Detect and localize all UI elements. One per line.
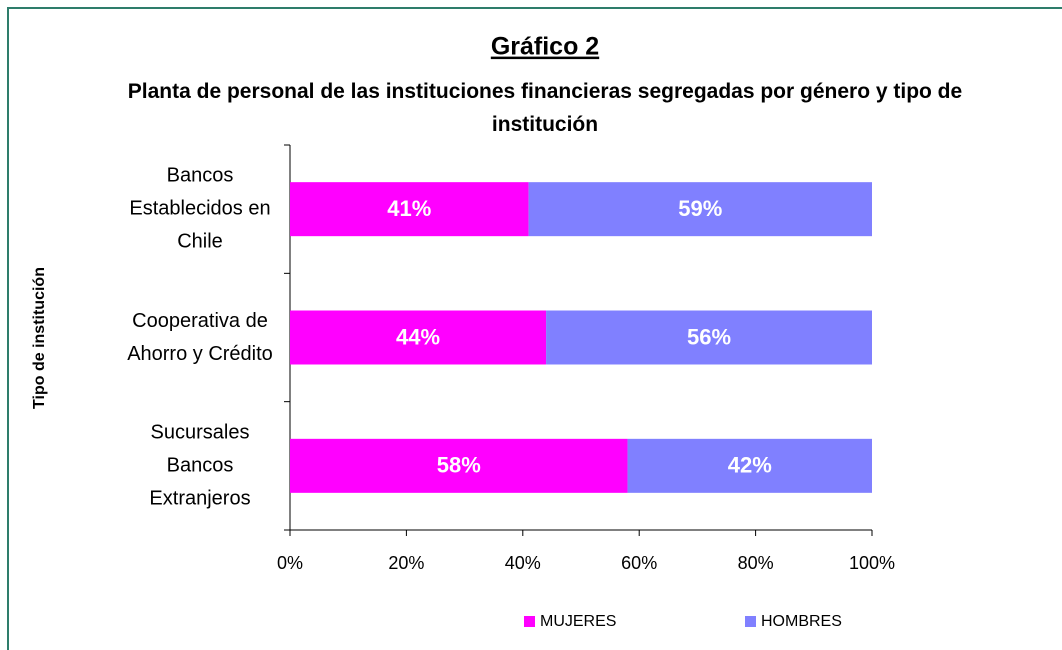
x-tick-label: 20% xyxy=(388,553,424,573)
bar-segment xyxy=(528,182,872,237)
x-tick-label: 60% xyxy=(621,553,657,573)
data-label: 56% xyxy=(687,324,731,349)
x-tick-label: 100% xyxy=(849,553,895,573)
chart-subtitle: Planta de personal de las instituciones … xyxy=(127,80,963,136)
data-label: 58% xyxy=(437,453,481,478)
bar-segment xyxy=(290,182,529,237)
chart-title: Gráfico 2 xyxy=(491,33,599,61)
data-label: 41% xyxy=(387,196,431,221)
legend-swatch xyxy=(524,616,535,627)
data-label: 44% xyxy=(396,324,440,349)
bar-segment xyxy=(546,310,872,365)
x-tick-label: 80% xyxy=(738,553,774,573)
legend-swatch xyxy=(745,616,756,627)
legend-label: HOMBRES xyxy=(761,613,842,630)
x-tick-label: 0% xyxy=(277,553,303,573)
bar-segment xyxy=(290,438,628,493)
x-tick-label: 40% xyxy=(505,553,541,573)
bar-segment xyxy=(627,438,872,493)
y-tick-label: Bancos Establecidos en Chile xyxy=(129,164,271,253)
y-tick-label: Cooperativa de Ahorro y Crédito xyxy=(127,309,273,365)
legend-label: MUJERES xyxy=(540,613,616,630)
y-tick-label: Sucursales Bancos Extranjeros xyxy=(149,421,251,510)
y-axis-title: Tipo de institución xyxy=(31,267,48,409)
bar-segment xyxy=(290,310,547,365)
frame xyxy=(7,7,1062,650)
data-label: 42% xyxy=(728,453,772,478)
data-label: 59% xyxy=(678,196,722,221)
